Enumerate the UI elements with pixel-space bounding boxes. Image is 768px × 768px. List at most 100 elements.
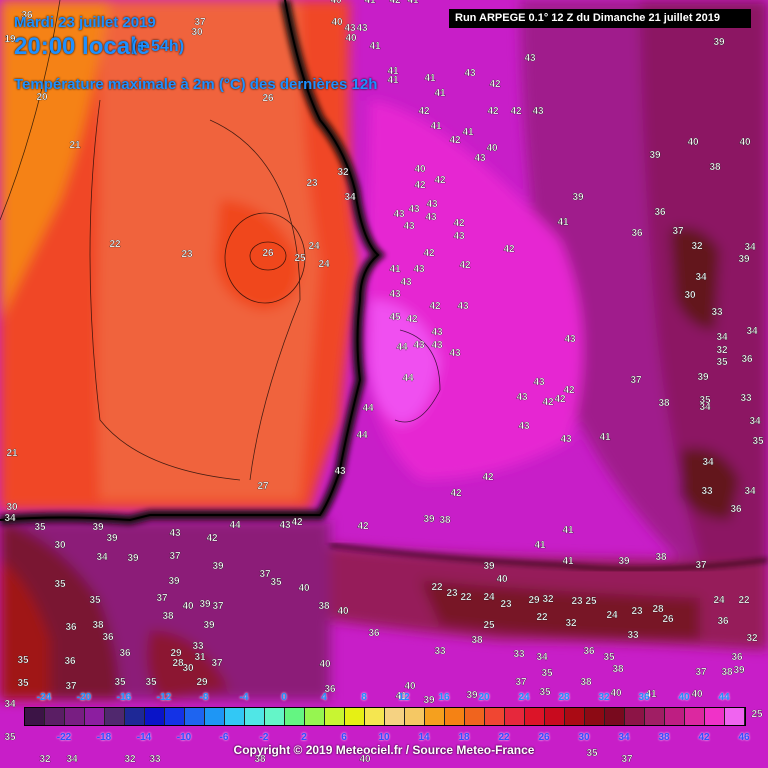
temp-label: 32 <box>124 754 136 765</box>
legend-label-top: -16 <box>116 692 132 703</box>
temp-label: 36 <box>102 632 114 643</box>
hot-spot <box>368 300 440 425</box>
legend-swatch <box>45 708 65 725</box>
contour <box>249 241 287 271</box>
temp-label: 34 <box>536 652 548 663</box>
temp-label: 42 <box>406 314 418 325</box>
temp-label: 36 <box>583 646 595 657</box>
temp-label: 26 <box>262 248 274 259</box>
temp-label: 43 <box>474 153 486 164</box>
temp-label: 26 <box>662 614 674 625</box>
temp-label: 36 <box>119 648 131 659</box>
forecast-lead: (+ 54h) <box>132 38 185 55</box>
temp-label: 39 <box>713 37 725 48</box>
temp-label: 35 <box>541 668 553 679</box>
temp-label: 42 <box>423 248 435 259</box>
contour <box>0 0 61 221</box>
southwest-patch <box>146 630 230 700</box>
temp-label: 40 <box>691 689 703 700</box>
temp-label: 45 <box>389 312 401 323</box>
temp-label: 41 <box>599 432 611 443</box>
legend-swatch <box>245 708 265 725</box>
temp-label: 23 <box>500 599 512 610</box>
temp-label: 42 <box>429 301 441 312</box>
temp-label: 39 <box>572 192 584 203</box>
temp-label: 30 <box>54 540 66 551</box>
temp-label: 38 <box>254 754 266 765</box>
temp-label: 42 <box>449 135 461 146</box>
legend-swatch <box>445 708 465 725</box>
temp-label: 43 <box>431 327 443 338</box>
legend-swatch <box>405 708 425 725</box>
map-title: Température maximale à 2m (°C) des derni… <box>14 76 378 93</box>
temp-label: 39 <box>618 556 630 567</box>
legend-swatch <box>125 708 145 725</box>
temp-label: 33 <box>149 754 161 765</box>
temp-label: 24 <box>318 259 330 270</box>
temp-label: 28 <box>652 604 664 615</box>
legend-swatch <box>505 708 525 725</box>
legend-label-top: -20 <box>76 692 92 703</box>
legend-swatch <box>465 708 485 725</box>
temp-label: 41 <box>534 540 546 551</box>
contour <box>209 119 301 481</box>
temp-label: 22 <box>738 595 750 606</box>
temp-label: 41 <box>557 217 569 228</box>
temp-label: 44 <box>402 373 414 384</box>
temp-label: 35 <box>17 655 29 666</box>
temp-label: 34 <box>96 552 108 563</box>
temp-label: 36 <box>64 656 76 667</box>
temp-label: 38 <box>721 667 733 678</box>
temp-label: 29 <box>528 595 540 606</box>
temp-label: 40 <box>330 0 342 6</box>
temp-label: 43 <box>279 520 291 531</box>
temp-label: 32 <box>337 167 349 178</box>
temp-label: 30 <box>182 663 194 674</box>
legend-label-bottom: -18 <box>96 732 112 743</box>
temp-label: 23 <box>181 249 193 260</box>
temp-label: 41 <box>387 75 399 86</box>
temp-label: 38 <box>612 664 624 675</box>
legend-swatch <box>645 708 665 725</box>
temp-label: 34 <box>344 192 356 203</box>
contour <box>89 99 241 481</box>
temp-label: 25 <box>751 709 763 720</box>
temp-label: 43 <box>431 340 443 351</box>
temp-label: 44 <box>362 403 374 414</box>
temp-label: 25 <box>294 253 306 264</box>
temp-label: 37 <box>695 560 707 571</box>
temp-label: 42 <box>482 472 494 483</box>
temp-label: 35 <box>716 357 728 368</box>
ocean-warm-blob <box>215 200 300 310</box>
legend-label-top: 16 <box>438 692 450 703</box>
temp-label: 42 <box>487 106 499 117</box>
temp-label: 36 <box>631 228 643 239</box>
legend-label-bottom: -6 <box>219 732 229 743</box>
temp-label: 43 <box>524 53 536 64</box>
temp-label: 36 <box>741 354 753 365</box>
temp-label: 42 <box>503 244 515 255</box>
temp-label: 37 <box>169 551 181 562</box>
temp-label: 39 <box>203 620 215 631</box>
temp-label: 33 <box>701 486 713 497</box>
legend-swatch <box>225 708 245 725</box>
temp-label: 35 <box>539 687 551 698</box>
temp-label: 41 <box>645 689 657 700</box>
temp-label: 34 <box>702 457 714 468</box>
temp-label: 39 <box>168 576 180 587</box>
legend-swatch <box>185 708 205 725</box>
temp-label: 21 <box>6 448 18 459</box>
temp-label: 41 <box>387 66 399 77</box>
ocean-mid <box>97 0 320 500</box>
legend-label-bottom: 10 <box>378 732 390 743</box>
temp-label: 42 <box>459 260 471 271</box>
temp-label: 22 <box>460 592 472 603</box>
temp-label: 42 <box>489 79 501 90</box>
temp-label: 40 <box>610 688 622 699</box>
temp-label: 35 <box>145 677 157 688</box>
legend-label-bottom: -14 <box>136 732 152 743</box>
legend-label-top: 4 <box>321 692 327 703</box>
temp-label: 39 <box>423 514 435 525</box>
temp-label: 43 <box>389 289 401 300</box>
legend-swatch <box>365 708 385 725</box>
